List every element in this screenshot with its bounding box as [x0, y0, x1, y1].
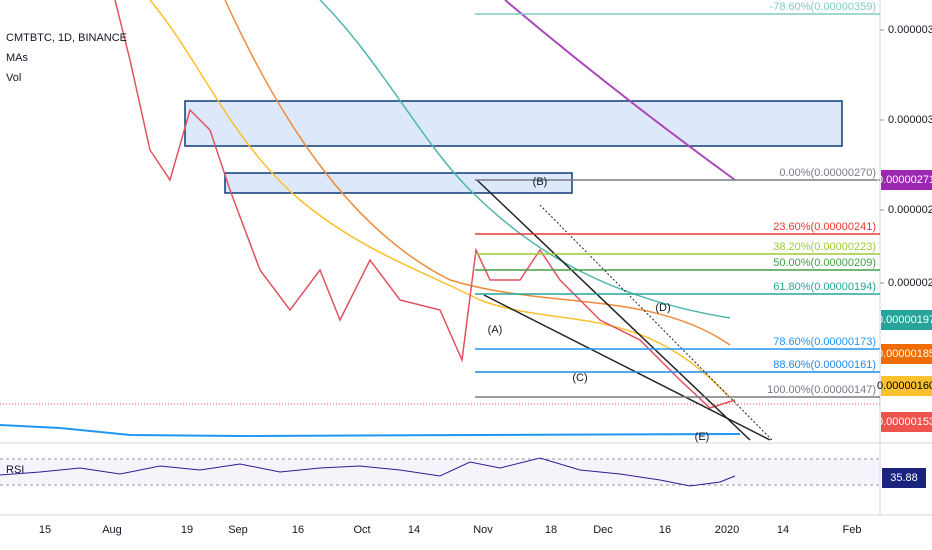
fib-label: 61.80%(0.00000194)	[773, 281, 876, 293]
price-tick-label: 0.00000350	[888, 24, 932, 36]
price-axis: 0.00000350 0.00000300 0.00000250 0.00000210	[880, 24, 932, 289]
price-tag	[881, 310, 932, 330]
price-tag	[881, 344, 932, 364]
price-tag-text: 0.00000160	[877, 380, 932, 392]
wedge-line	[483, 294, 771, 441]
time-tick-label: 15	[39, 524, 51, 536]
price-tick-label: 0.00000210	[888, 277, 932, 289]
time-tick-label: 14	[408, 524, 420, 536]
rsi-line	[0, 457, 736, 487]
price-tag	[881, 412, 932, 432]
price-tags: 0.00000271 0.00000197 0.00000185 0.00000160…	[877, 170, 932, 432]
price-tag-text: 0.00000271	[877, 174, 932, 186]
indicator-label: Vol	[6, 72, 21, 84]
rsi-band	[0, 459, 880, 485]
volume-ma	[0, 424, 741, 438]
time-tick-label: 18	[545, 524, 557, 536]
rsi-tag-text: 35.88	[890, 472, 918, 484]
ma-line	[319, 0, 731, 319]
resistance-zone	[184, 100, 843, 147]
fib-label: 38.20%(0.00000223)	[773, 241, 876, 253]
channel-line	[539, 204, 773, 441]
wave-label: (B)	[533, 176, 548, 188]
price-line	[114, 0, 736, 409]
time-tick-label: Nov	[473, 524, 493, 536]
fib-label: 23.60%(0.00000241)	[773, 221, 876, 233]
wave-labels: (A) (B) (C) (D) (E)	[488, 176, 710, 443]
indicator-label: MAs	[6, 52, 29, 64]
time-tick-label: Oct	[353, 524, 370, 536]
price-tag	[881, 376, 932, 396]
price-tag-text: 0.00000153	[877, 416, 932, 428]
wave-label: (A)	[488, 324, 503, 336]
symbol-title: CMTBTC, 1D, BINANCE	[6, 32, 127, 44]
time-tick-label: Aug	[102, 524, 122, 536]
time-tick-label: Dec	[593, 524, 613, 536]
wave-label: (D)	[655, 302, 670, 314]
time-tick-label: 19	[181, 524, 193, 536]
fib-label: 78.60%(0.00000173)	[773, 336, 876, 348]
rsi-tag	[882, 468, 926, 488]
fib-label: 0.00%(0.00000270)	[779, 167, 876, 179]
fib-levels: -78.60%(0.00000359) 0.00%(0.00000270) 23.6…	[475, 1, 880, 398]
fib-label: 88.60%(0.00000161)	[773, 359, 876, 371]
time-tick-label: 2020	[715, 524, 739, 536]
time-tick-label: 16	[659, 524, 671, 536]
fib-label: 100.00%(0.00000147)	[767, 384, 876, 396]
fib-label: 50.00%(0.00000209)	[773, 257, 876, 269]
rsi-label: RSI	[6, 464, 24, 476]
time-tick-label: Feb	[843, 524, 862, 536]
wave-label: (E)	[695, 431, 710, 443]
time-tick-label: 16	[292, 524, 304, 536]
price-tick-label: 0.00000300	[888, 114, 932, 126]
time-tick-label: 14	[777, 524, 789, 536]
resistance-zone	[224, 172, 573, 194]
time-axis: 15 Aug 19 Sep 16 Oct 14 Nov 18 Dec 16 2020 14 Feb	[39, 524, 862, 536]
ma-line	[504, 0, 736, 181]
price-tag-text: 0.00000185	[877, 348, 932, 360]
wave-label: (C)	[572, 372, 587, 384]
fib-label: -78.60%(0.00000359)	[770, 1, 876, 13]
price-tag-text: 0.00000197	[877, 314, 932, 326]
time-tick-label: Sep	[228, 524, 248, 536]
price-tick-label: 0.00000250	[888, 204, 932, 216]
price-tag	[881, 170, 932, 190]
